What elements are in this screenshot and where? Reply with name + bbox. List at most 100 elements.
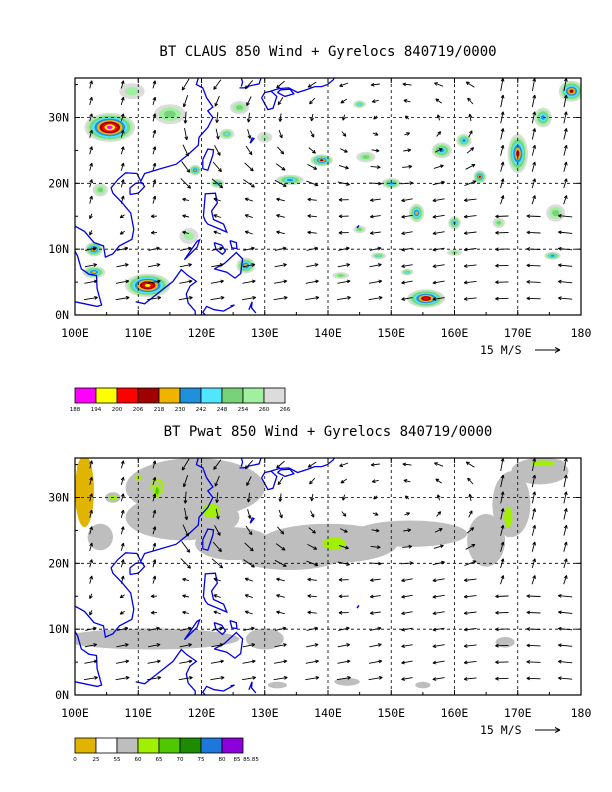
wind-vector-175 [563,508,568,520]
wind-vector-2 [147,295,162,301]
wind-vector-113 [120,559,125,568]
wind-vector-212 [213,459,222,470]
colorbar-swatch [137,737,160,754]
wind-vector-23 [305,279,319,284]
wind-vector-111 [563,195,568,205]
wind-vector-138 [402,544,413,549]
y-tick-label: 0N [55,308,69,322]
wind-vector-0 [83,295,98,301]
wind-vector-15 [557,296,573,301]
coastline-segment-14 [249,517,256,524]
wind-vector-59 [432,247,445,252]
wind-vector-75 [432,611,445,616]
wind-vector-49 [116,626,129,631]
wind-vector-11 [432,677,445,681]
colorbar-swatch [158,737,181,754]
x-tick-label: 140E [314,326,342,340]
wind-vector-136 [338,164,349,170]
wind-vector-117 [243,179,255,188]
wind-vector-170 [404,512,411,516]
x-tick-label: 150E [377,706,405,720]
colorbar-label: 85 [234,757,241,763]
claus-wind-vectors [83,78,573,301]
wind-vector-160 [89,129,93,138]
wind-vector-209 [120,80,125,89]
wind-vector-66 [150,230,158,235]
wind-vector-67 [182,610,190,615]
field-contour-23-3 [322,537,347,550]
wind-vector-71 [307,610,317,615]
wind-vector-52 [211,626,224,631]
x-tick-label: 140E [314,706,342,720]
wind-vector-146 [152,146,157,155]
wind-vector-108 [463,198,477,203]
wind-vector-124 [464,180,477,187]
wind-vector-122 [401,561,414,565]
wind-vector-137 [370,165,381,169]
wind-vector-59 [432,627,445,632]
colorbar-label: 70 [177,757,184,763]
wind-vector-16 [84,659,98,664]
colorbar-swatch [263,387,286,404]
wind-vector-44 [463,644,477,648]
coastline-segment-10 [248,681,257,694]
wind-vector-218 [402,462,412,467]
wind-vector-141 [500,161,505,172]
wind-vector-73 [369,611,381,615]
wind-vector-210 [152,80,157,89]
wind-vector-36 [211,263,224,268]
wind-vector-91 [432,594,445,599]
wind-vector-29 [495,280,509,285]
field-contour-12-5 [286,178,294,182]
wind-vector-184 [342,494,346,501]
wind-vector-19 [179,659,193,664]
wind-vector-172 [468,130,473,138]
field-contour-10-4 [194,169,197,172]
wind-vector-148 [214,525,221,536]
wind-vector-82 [150,594,158,599]
wind-vector-39 [306,643,319,648]
wind-vector-74 [401,611,413,616]
claus-chart-panel: BT CLAUS 850 Wind + Gyrelocs 840719/0000… [48,44,591,413]
wind-vector-219 [434,462,444,467]
wind-vector-220 [465,81,475,88]
wind-vector-103 [307,577,317,582]
wind-vector-116 [211,558,224,569]
wind-vector-211 [181,458,190,471]
wind-vector-50 [148,246,160,251]
wind-vector-122 [401,181,414,185]
coastline-segment-8 [135,268,198,315]
wind-vector-133 [244,542,254,552]
wind-vector-195 [182,95,189,108]
colorbar-label: 60 [135,757,142,763]
wind-vector-177 [120,113,125,122]
wind-vector-10 [401,297,413,301]
wind-vector-208 [89,80,93,89]
coastline-segment-7 [183,238,201,261]
wind-vector-109 [500,575,505,585]
field-contour-3-3 [516,150,520,157]
wind-vector-98 [152,575,157,584]
coastline-segment-15 [356,605,360,609]
field-contour-25-3 [531,460,555,467]
field-contour-8-4 [91,271,97,274]
wind-vector-77 [495,610,509,615]
wind-vector-64 [89,610,93,616]
wind-vector-152 [339,528,348,533]
pwat-colorbar: 0 25 55 60 65 70 75 80 85 85.85 [73,737,259,763]
field-contour-31-7 [496,220,502,225]
wind-vector-131 [181,541,191,553]
coastline-segment-4 [213,241,227,256]
colorbar-swatch [179,737,202,754]
wind-vector-107 [432,578,445,583]
pwat-x-axis: 100E 110E 120E 130E 140E 150E 160E 170E 180 [61,458,591,720]
wind-vector-204 [467,97,474,105]
wind-vector-156 [466,147,475,154]
wind-vector-201 [371,99,379,104]
field-contour-1-1 [144,283,151,287]
field-contour-14-4 [415,211,418,215]
wind-vector-158 [531,144,537,156]
wind-vector-151 [308,147,316,154]
wind-vector-46 [526,263,541,268]
wind-vector-204 [467,477,474,485]
